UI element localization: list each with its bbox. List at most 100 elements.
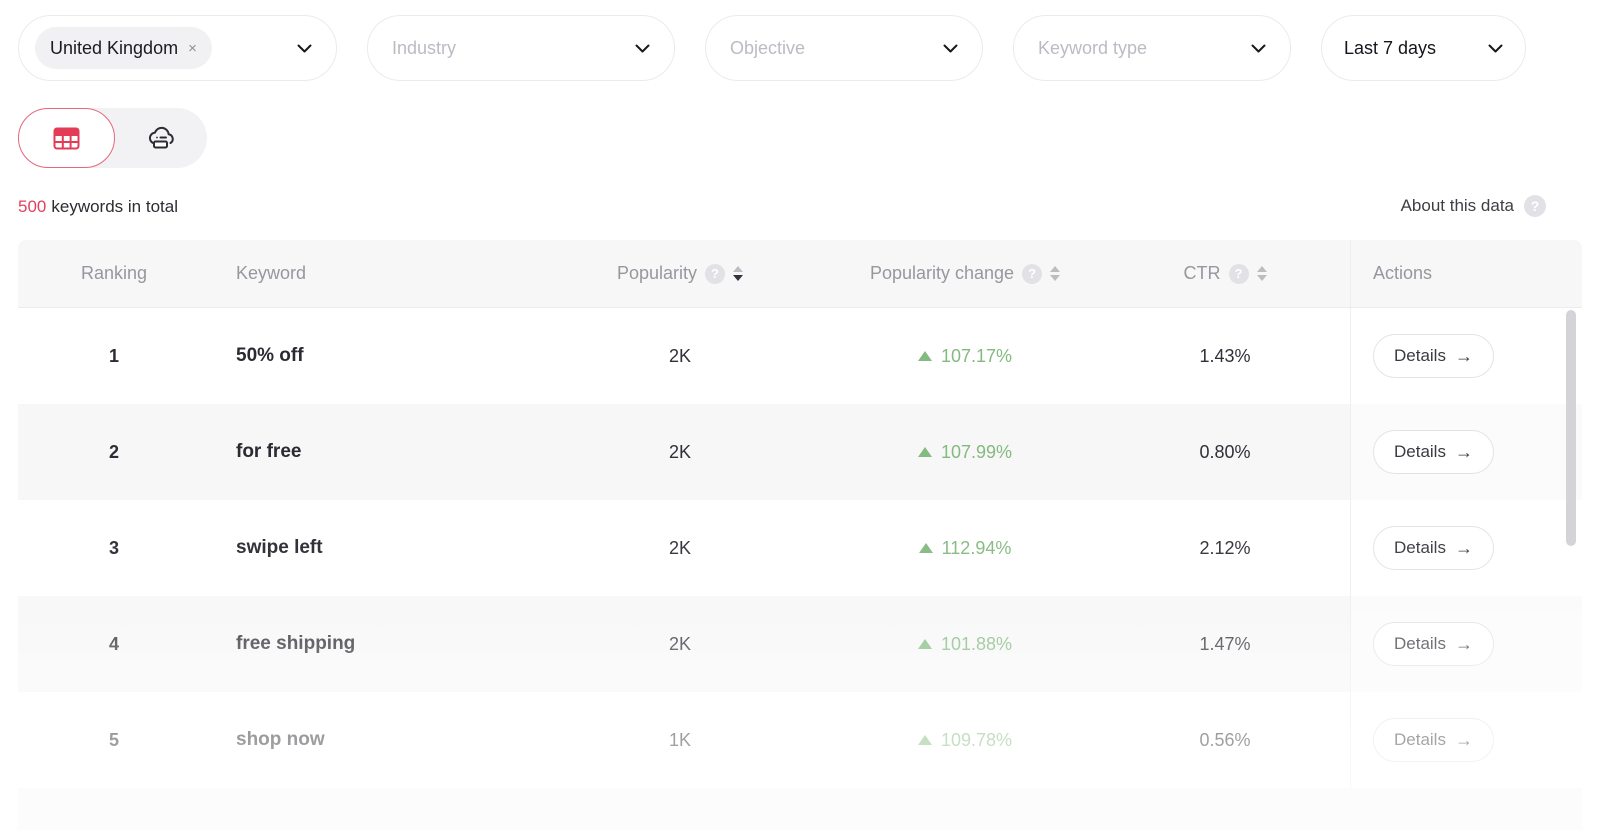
actions-cell: Details → xyxy=(1350,692,1582,788)
chevron-down-icon xyxy=(1251,44,1266,52)
help-icon[interactable]: ? xyxy=(1524,195,1546,217)
col-header-ranking: Ranking xyxy=(80,263,148,283)
date-range-dropdown[interactable]: Last 7 days xyxy=(1321,15,1526,81)
table-row: 1 50% off 2K 107.17% 1.43% Details → xyxy=(18,308,1582,404)
keywords-table: Ranking Keyword Popularity ? Popularity … xyxy=(18,240,1582,830)
popularity-change-value: 109.78% xyxy=(940,729,1013,750)
industry-placeholder: Industry xyxy=(392,37,457,58)
keywords-count: 500 xyxy=(18,197,47,216)
popularity-change-value: 107.17% xyxy=(940,345,1013,366)
arrow-right-icon: → xyxy=(1454,441,1473,462)
col-header-ctr-label: CTR xyxy=(1183,263,1221,283)
remove-icon[interactable]: × xyxy=(188,39,197,57)
details-label: Details xyxy=(1394,346,1446,365)
details-button[interactable]: Details → xyxy=(1373,622,1494,666)
details-label: Details xyxy=(1394,538,1446,557)
details-button[interactable]: Details → xyxy=(1373,334,1494,378)
table-row: 5 shop now 1K 109.78% 0.56% Details → xyxy=(18,692,1582,788)
keywords-count-suffix: keywords in total xyxy=(51,197,178,216)
help-icon[interactable]: ? xyxy=(1022,263,1043,284)
ranking-cell: 1 xyxy=(108,345,119,366)
keyword-cell: swipe left xyxy=(236,537,323,558)
trend-up-icon xyxy=(917,639,932,649)
sort-icon[interactable] xyxy=(1050,266,1061,281)
keyword-cell: 50% off xyxy=(236,345,304,366)
chevron-down-icon xyxy=(1488,44,1503,52)
col-header-popularity-label: Popularity xyxy=(616,263,698,283)
popularity-change-cell: 101.88% xyxy=(830,596,1100,692)
actions-cell: Details → xyxy=(1350,404,1582,500)
trend-up-icon xyxy=(918,543,933,553)
details-button[interactable]: Details → xyxy=(1373,526,1494,570)
table-view-button[interactable] xyxy=(18,108,115,168)
details-label: Details xyxy=(1394,634,1446,653)
word-cloud-icon xyxy=(148,126,174,148)
filter-bar: United Kingdom × Industry Objective Keyw… xyxy=(18,15,1526,81)
objective-placeholder: Objective xyxy=(730,37,806,58)
region-chip[interactable]: United Kingdom × xyxy=(35,27,212,69)
keyword-type-filter-dropdown[interactable]: Keyword type xyxy=(1013,15,1291,81)
chevron-down-icon xyxy=(635,44,650,52)
popularity-cell: 2K xyxy=(668,441,692,462)
ctr-cell: 2.12% xyxy=(1199,537,1251,558)
popularity-cell: 2K xyxy=(668,633,692,654)
trend-up-icon xyxy=(917,735,932,745)
arrow-right-icon: → xyxy=(1454,537,1473,558)
keyword-cell: free shipping xyxy=(236,633,356,654)
popularity-cell: 1K xyxy=(668,729,692,750)
ctr-cell: 1.43% xyxy=(1199,345,1251,366)
help-icon[interactable]: ? xyxy=(1228,263,1249,284)
word-cloud-view-button[interactable] xyxy=(115,108,207,168)
col-header-popularity-change-label: Popularity change xyxy=(869,263,1015,283)
ctr-cell: 1.47% xyxy=(1199,633,1251,654)
col-header-ctr[interactable]: CTR ? xyxy=(1100,240,1350,307)
region-chip-label: United Kingdom xyxy=(50,37,179,58)
ranking-cell: 2 xyxy=(108,441,119,462)
ranking-cell: 4 xyxy=(108,633,119,654)
col-header-popularity-change[interactable]: Popularity change ? xyxy=(830,240,1100,307)
popularity-change-value: 101.88% xyxy=(940,633,1013,654)
sort-icon[interactable] xyxy=(1256,266,1267,281)
popularity-change-cell: 107.99% xyxy=(830,404,1100,500)
details-button[interactable]: Details → xyxy=(1373,718,1494,762)
details-label: Details xyxy=(1394,442,1446,461)
table-row-partial xyxy=(18,788,1582,830)
col-header-popularity[interactable]: Popularity ? xyxy=(530,240,830,307)
popularity-cell: 2K xyxy=(668,537,692,558)
about-this-data[interactable]: About this data ? xyxy=(1401,195,1546,217)
arrow-right-icon: → xyxy=(1454,633,1473,654)
actions-cell: Details → xyxy=(1350,308,1582,404)
objective-filter-dropdown[interactable]: Objective xyxy=(705,15,983,81)
col-header-keyword: Keyword xyxy=(236,263,307,283)
keyword-type-placeholder: Keyword type xyxy=(1038,37,1148,58)
table-view-icon xyxy=(53,127,80,149)
chevron-down-icon xyxy=(297,44,312,52)
help-icon[interactable]: ? xyxy=(705,263,726,284)
table-row: 2 for free 2K 107.99% 0.80% Details → xyxy=(18,404,1582,500)
ranking-cell: 3 xyxy=(108,537,119,558)
arrow-right-icon: → xyxy=(1454,729,1473,750)
arrow-right-icon: → xyxy=(1454,345,1473,366)
details-label: Details xyxy=(1394,730,1446,749)
region-filter-dropdown[interactable]: United Kingdom × xyxy=(18,15,337,81)
popularity-change-value: 112.94% xyxy=(941,537,1012,558)
vertical-scrollbar[interactable] xyxy=(1566,310,1576,546)
trend-up-icon xyxy=(917,351,932,361)
table-row: 3 swipe left 2K 112.94% 2.12% Details → xyxy=(18,500,1582,596)
keyword-cell: for free xyxy=(236,441,302,462)
date-range-value: Last 7 days xyxy=(1344,37,1437,58)
about-this-data-label: About this data xyxy=(1400,196,1514,215)
industry-filter-dropdown[interactable]: Industry xyxy=(367,15,675,81)
popularity-change-cell: 112.94% xyxy=(830,500,1100,596)
table-header: Ranking Keyword Popularity ? Popularity … xyxy=(18,240,1582,308)
trend-up-icon xyxy=(917,447,932,457)
actions-cell: Details → xyxy=(1350,500,1582,596)
popularity-change-value: 107.99% xyxy=(940,441,1013,462)
table-row: 4 free shipping 2K 101.88% 1.47% Details… xyxy=(18,596,1582,692)
details-button[interactable]: Details → xyxy=(1373,430,1494,474)
view-toggle xyxy=(18,108,207,168)
sort-icon[interactable] xyxy=(733,266,744,281)
ctr-cell: 0.80% xyxy=(1199,441,1251,462)
popularity-cell: 2K xyxy=(668,345,692,366)
